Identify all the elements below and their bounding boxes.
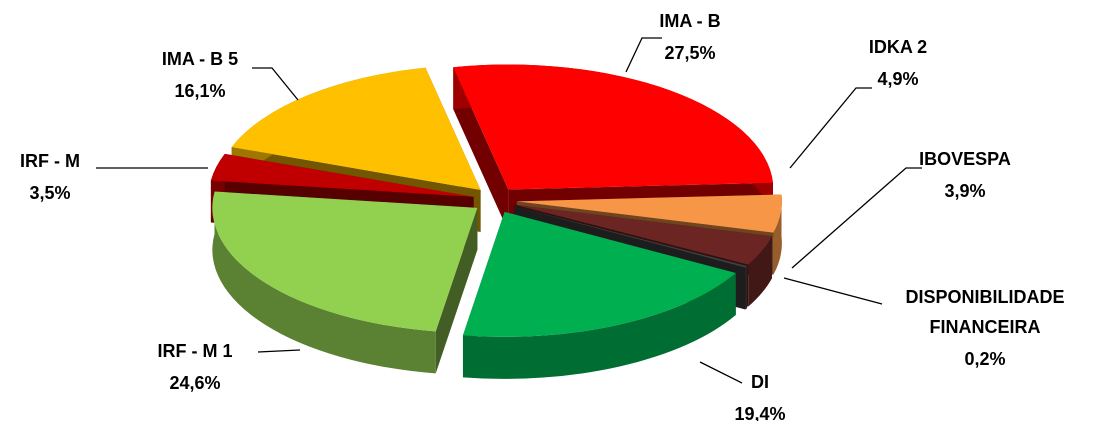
slice-top (231, 67, 481, 191)
slice-top (516, 194, 782, 233)
slice-side (435, 207, 478, 374)
leader-line (783, 277, 883, 305)
slice-label: DI (751, 372, 769, 392)
label-line: DISPONIBILIDADE (905, 287, 1064, 307)
leader-line (791, 167, 922, 269)
value-label: 0,2% (964, 349, 1005, 369)
slice-wall (212, 191, 436, 374)
slice-top (210, 153, 474, 197)
value-label: 19,4% (734, 404, 785, 421)
slice-label: IBOVESPA (919, 149, 1011, 169)
slice-label: IMA - B (659, 11, 720, 31)
leader-line (252, 67, 299, 101)
leader-line (625, 37, 662, 73)
slice-label: IRF - M (20, 151, 80, 171)
leader-line (789, 87, 872, 169)
slice-side (453, 67, 509, 232)
value-label: 4,9% (877, 69, 918, 89)
slice-wall (748, 236, 772, 307)
leader-line (257, 349, 301, 353)
slice-label: IMA - B 5 (162, 49, 238, 69)
slice-wall (745, 266, 748, 310)
slice (212, 191, 478, 374)
value-label: 27,5% (664, 43, 715, 63)
value-label: 3,9% (944, 181, 985, 201)
slice-top (462, 211, 736, 337)
slice-top (515, 204, 772, 265)
slice-top (212, 191, 478, 332)
slice (462, 211, 736, 379)
slice-wall (773, 194, 782, 275)
slice-label: IDKA 2 (869, 37, 927, 57)
slice-top (453, 64, 773, 190)
value-label: 24,6% (169, 373, 220, 393)
slice-wall (462, 272, 736, 379)
slice-label: DISPONIBILIDADE FINANCEIRA (905, 287, 1064, 337)
value-label: 3,5% (29, 183, 70, 203)
slice-label: IRF - M 1 (158, 341, 233, 361)
leader-line (699, 361, 743, 384)
slice-top (514, 206, 748, 268)
value-label: 16,1% (174, 81, 225, 101)
label-line: FINANCEIRA (930, 317, 1041, 337)
